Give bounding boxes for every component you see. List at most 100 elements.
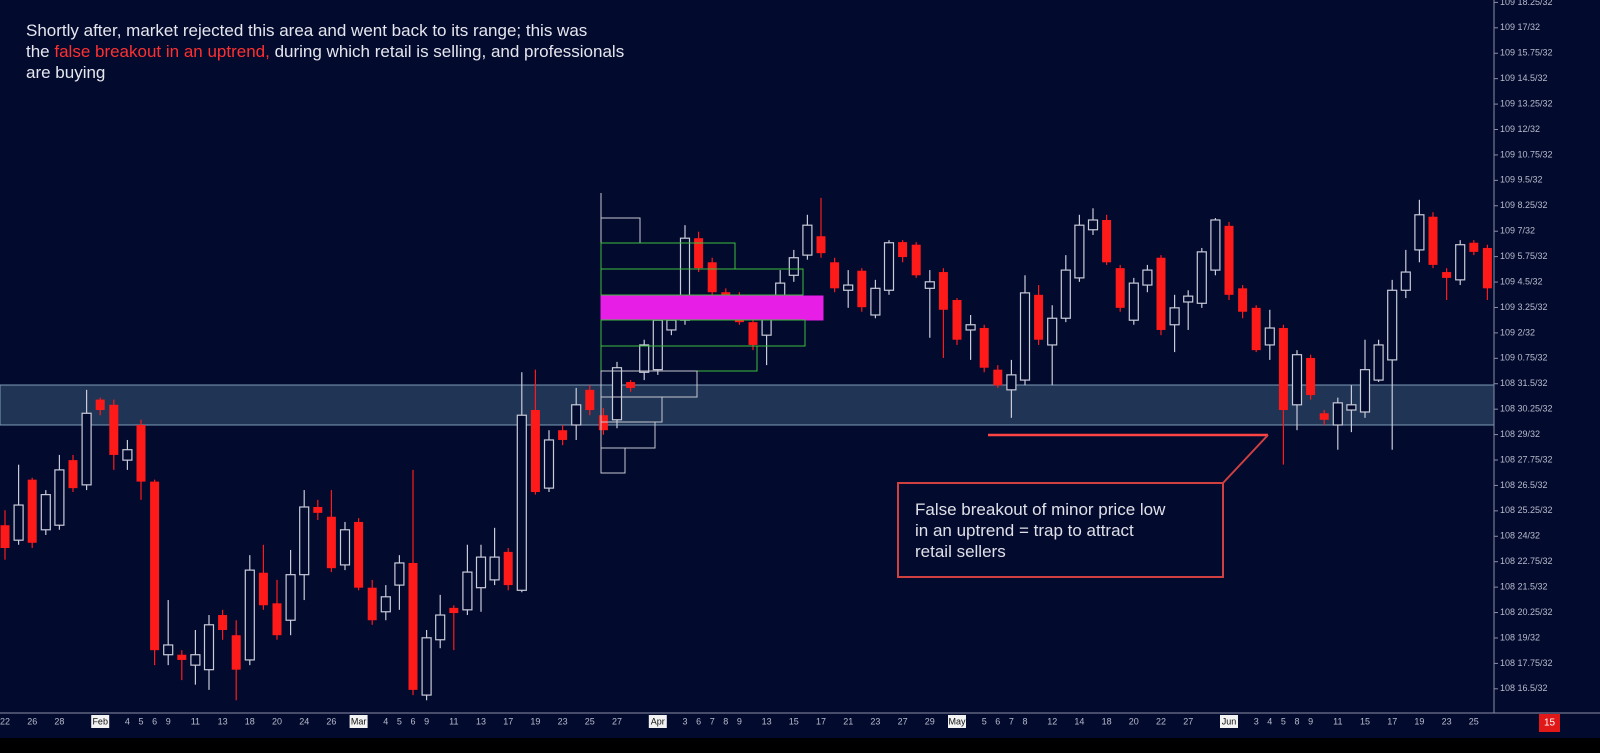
x-tick-label: 17 bbox=[1387, 716, 1397, 726]
x-tick-label: 15 bbox=[789, 716, 799, 726]
candle-body-down bbox=[938, 272, 948, 310]
candle-body-up bbox=[1060, 269, 1071, 319]
candle-body-down bbox=[109, 404, 119, 455]
x-tick-label: 12 bbox=[1047, 716, 1057, 726]
x-tick-label: 24 bbox=[299, 716, 309, 726]
y-tick-label: 108 24/32 bbox=[1500, 531, 1540, 541]
candle-body-down bbox=[150, 481, 160, 651]
candle-body-up bbox=[924, 281, 935, 289]
candle-body-up bbox=[883, 242, 895, 291]
candle-body-down bbox=[95, 399, 105, 411]
month-label-bg bbox=[1220, 715, 1238, 728]
callout-line: retail sellers bbox=[915, 542, 1006, 561]
x-tick-label: 9 bbox=[424, 716, 429, 726]
candle-body-up bbox=[543, 439, 555, 489]
y-tick-label: 108 25.25/32 bbox=[1500, 505, 1553, 515]
x-tick-label: 27 bbox=[612, 716, 622, 726]
note-line: the false breakout in an uptrend, during… bbox=[26, 42, 624, 61]
candle-body-up bbox=[1047, 317, 1058, 346]
x-tick-label: 23 bbox=[870, 716, 880, 726]
candle-body-down bbox=[258, 572, 268, 606]
candle-body-down bbox=[354, 521, 364, 588]
x-tick-label: 17 bbox=[503, 716, 513, 726]
candle-body-up bbox=[1074, 224, 1085, 279]
x-tick-label: 11 bbox=[1333, 716, 1342, 726]
y-tick-label: 108 17.75/32 bbox=[1500, 658, 1553, 668]
month-label-bg bbox=[349, 715, 368, 728]
candle-body-up bbox=[380, 596, 391, 613]
candle-body-up bbox=[1006, 374, 1017, 391]
x-tick-label: 5 bbox=[982, 716, 987, 726]
note-text: during which retail is selling, and prof… bbox=[270, 42, 624, 61]
candle-body-up bbox=[965, 324, 976, 331]
month-label: May bbox=[948, 716, 966, 726]
candle-body-down bbox=[1482, 247, 1492, 289]
x-tick-label: 25 bbox=[1469, 716, 1479, 726]
candle-body-up bbox=[1128, 282, 1139, 321]
y-tick-label: 109 13.25/32 bbox=[1500, 98, 1553, 108]
candles bbox=[0, 197, 1492, 701]
candle-body-down bbox=[748, 322, 758, 345]
y-tick-label: 108 27.75/32 bbox=[1500, 454, 1553, 464]
candle-body-up bbox=[54, 469, 65, 526]
corner-label: 15 bbox=[1544, 718, 1556, 729]
x-tick-label: 26 bbox=[27, 716, 37, 726]
bottom-strip bbox=[0, 738, 1600, 753]
candle-body-up bbox=[244, 569, 255, 661]
candle-body-down bbox=[449, 607, 459, 614]
candle-body-down bbox=[952, 300, 962, 340]
x-tick-label: 7 bbox=[1009, 716, 1014, 726]
candle-body-up bbox=[1087, 219, 1099, 231]
month-label-bg bbox=[648, 715, 667, 728]
x-tick-label: 6 bbox=[410, 716, 415, 726]
x-tick-label: 8 bbox=[1294, 716, 1299, 726]
candle-body-up bbox=[802, 224, 813, 256]
candle-body-up bbox=[1183, 295, 1194, 303]
candle-body-down bbox=[1442, 272, 1452, 278]
x-tick-label: 6 bbox=[995, 716, 1000, 726]
x-tick-label: 4 bbox=[383, 716, 388, 726]
candle-body-down bbox=[272, 603, 282, 636]
x-tick-label: 6 bbox=[152, 716, 157, 726]
candle-body-down bbox=[408, 562, 418, 690]
y-tick-label: 108 31.5/32 bbox=[1500, 378, 1548, 388]
candle-body-down bbox=[1115, 268, 1125, 308]
candle-body-down bbox=[585, 389, 595, 411]
candle-body-up bbox=[652, 319, 663, 371]
candle-body-up bbox=[1332, 402, 1343, 426]
note-highlight: false breakout in an uptrend, bbox=[54, 42, 269, 61]
y-tick-label: 108 20.25/32 bbox=[1500, 607, 1553, 617]
candle-body-up bbox=[1414, 214, 1425, 251]
candle-body-up bbox=[1455, 244, 1466, 281]
candle-body-down bbox=[993, 369, 1003, 386]
candle-body-down bbox=[898, 242, 908, 258]
x-tick-label: 19 bbox=[1414, 716, 1424, 726]
y-tick-label: 108 16.5/32 bbox=[1500, 683, 1548, 693]
y-tick-label: 109 2/32 bbox=[1500, 327, 1535, 337]
candle-body-down bbox=[1251, 307, 1261, 351]
candle-body-down bbox=[1102, 219, 1112, 263]
callout-box bbox=[897, 482, 1224, 578]
candle-body-up bbox=[611, 367, 623, 421]
y-tick-label: 109 8.25/32 bbox=[1500, 200, 1548, 210]
candle-body-up bbox=[516, 414, 527, 591]
candle-body-down bbox=[231, 635, 241, 670]
candle-body-down bbox=[1034, 294, 1044, 340]
candle-body-down bbox=[598, 415, 608, 431]
candle-body-up bbox=[285, 574, 296, 621]
x-tick-label: 11 bbox=[191, 716, 200, 726]
y-tick-label: 108 30.25/32 bbox=[1500, 404, 1553, 414]
callout-pointer bbox=[1222, 434, 1269, 484]
candle-body-up bbox=[40, 494, 51, 531]
candle-body-up bbox=[81, 412, 92, 486]
candle-body-up bbox=[788, 257, 799, 276]
x-tick-label: 15 bbox=[1360, 716, 1370, 726]
x-tick-label: 22 bbox=[0, 716, 10, 726]
x-tick-label: 20 bbox=[1129, 716, 1139, 726]
candle-body-down bbox=[1428, 216, 1438, 265]
month-label-bg bbox=[948, 715, 966, 728]
note-text: Shortly after, market rejected this area… bbox=[26, 21, 587, 40]
candle-body-down bbox=[1156, 257, 1166, 330]
month-label: Apr bbox=[651, 716, 665, 726]
